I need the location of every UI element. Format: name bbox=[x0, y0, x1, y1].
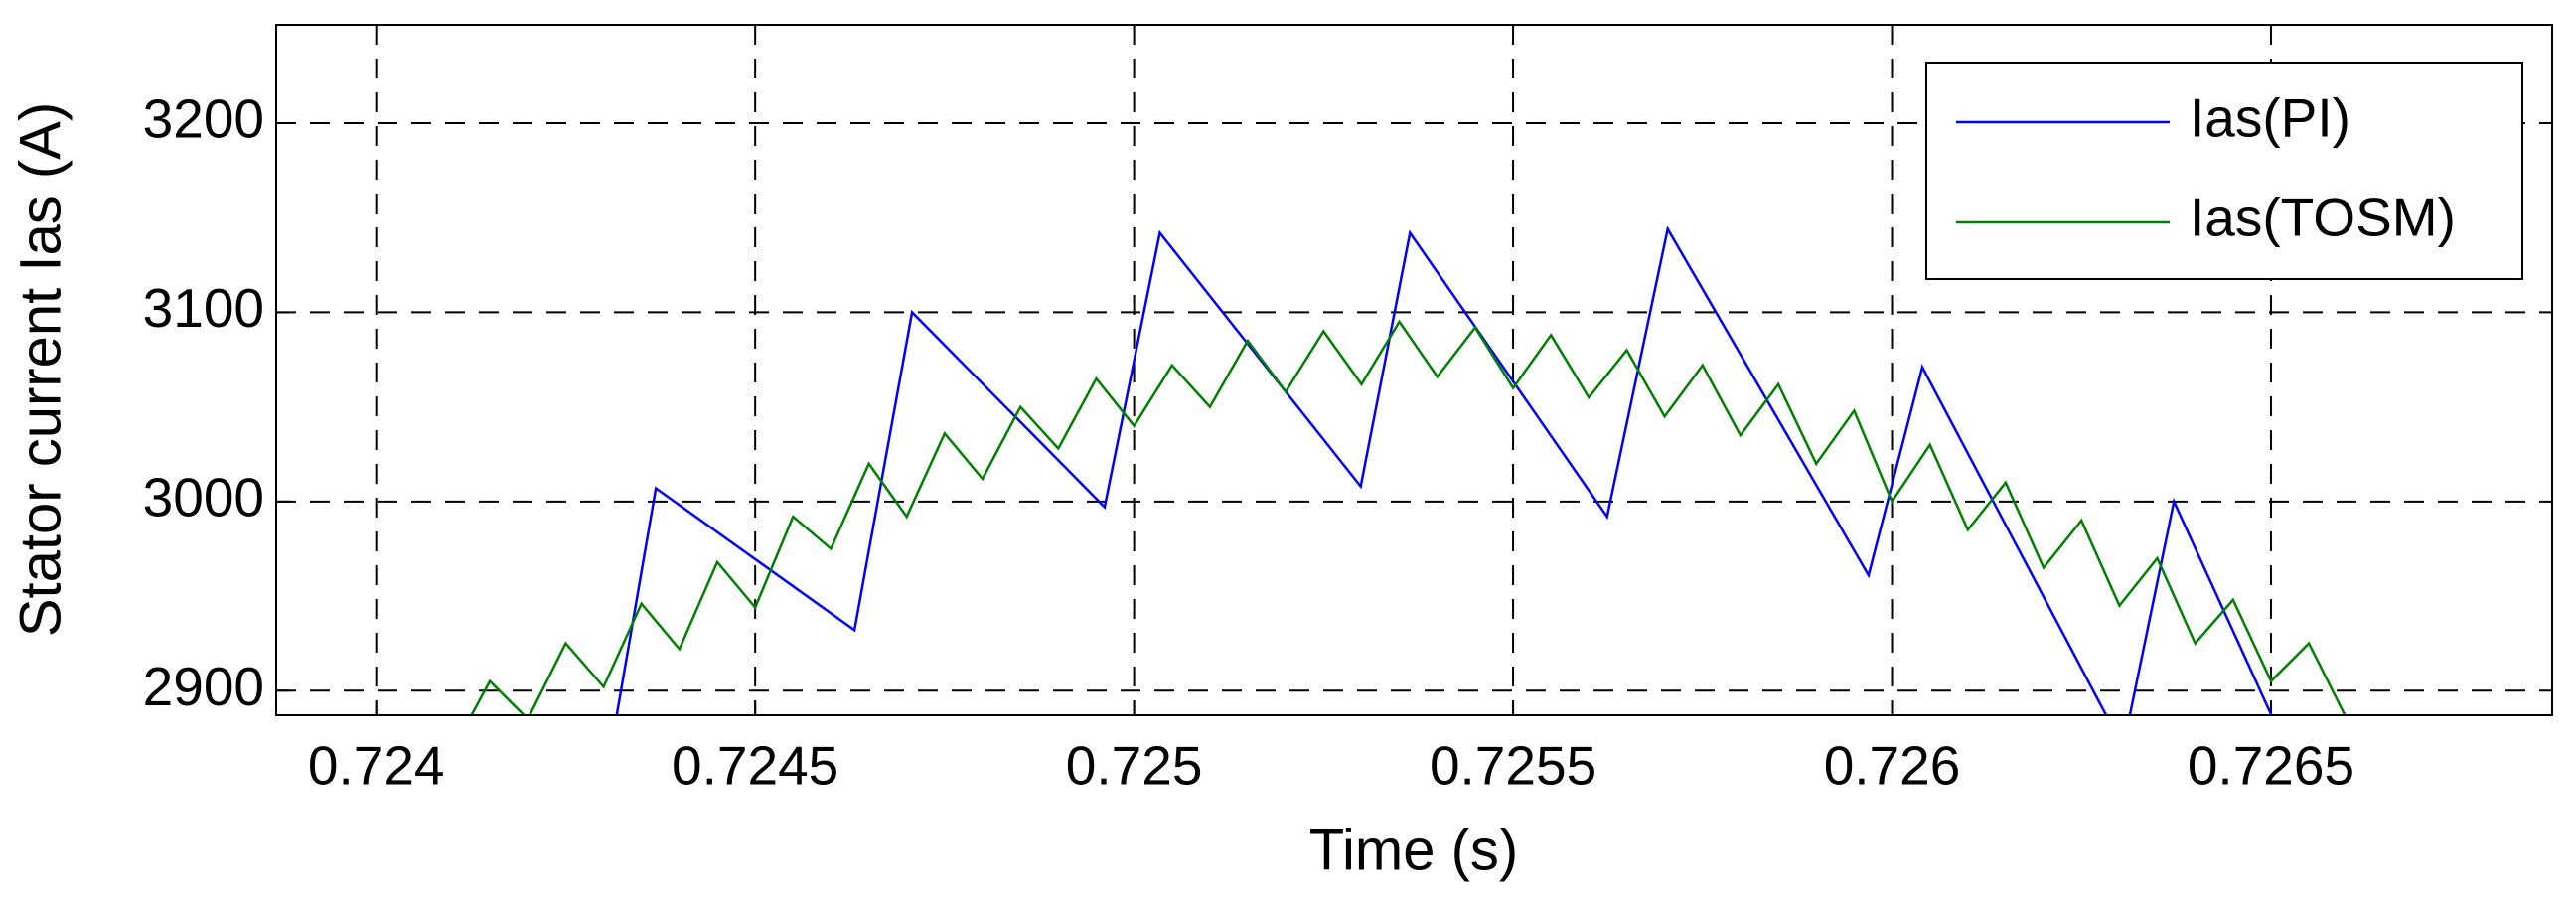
plot-lines bbox=[470, 226, 2347, 715]
y-axis-label: Stator current Ias (A) bbox=[8, 102, 73, 637]
x-tick-label: 0.7245 bbox=[672, 735, 838, 797]
plot-frame bbox=[275, 24, 2553, 716]
legend-label: Ias(TOSM) bbox=[2190, 187, 2456, 248]
x-axis-label: Time (s) bbox=[1309, 818, 1518, 882]
data-line bbox=[470, 319, 2347, 715]
x-tick-label: 0.724 bbox=[308, 735, 445, 797]
y-tick-label: 3100 bbox=[143, 277, 264, 339]
legend-box bbox=[1925, 62, 2523, 280]
y-tick-label: 3000 bbox=[143, 466, 264, 527]
y-tick-label: 3200 bbox=[143, 88, 264, 150]
legend-label: Ias(PI) bbox=[2190, 87, 2350, 149]
y-tick-label: 2900 bbox=[143, 656, 264, 717]
x-tick-label: 0.725 bbox=[1066, 735, 1203, 797]
x-tick-label: 0.7255 bbox=[1430, 735, 1596, 797]
x-tick-label: 0.7265 bbox=[2188, 735, 2354, 797]
x-tick-label: 0.726 bbox=[1824, 735, 1961, 797]
data-line bbox=[615, 226, 2273, 715]
